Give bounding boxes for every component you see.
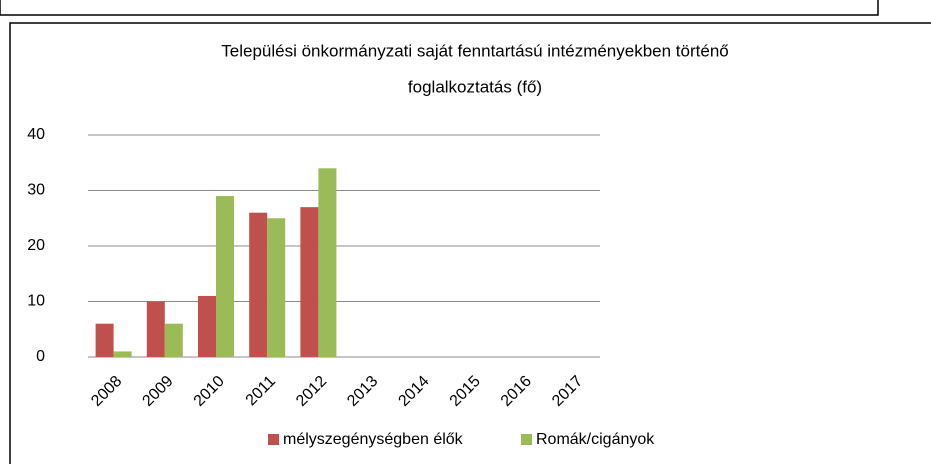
bar xyxy=(249,212,268,357)
bar xyxy=(113,351,132,357)
y-tick-label: 20 xyxy=(27,237,45,254)
chart-title: Települési önkormányzati saját fenntartá… xyxy=(221,41,728,60)
bar xyxy=(300,207,319,357)
legend-label: mélyszegénységben élők xyxy=(283,431,464,448)
chart-frame xyxy=(9,22,931,464)
legend-swatch xyxy=(268,434,279,445)
bar xyxy=(198,295,216,357)
y-tick-label: 40 xyxy=(27,126,45,143)
heading-box xyxy=(0,0,879,16)
legend-swatch xyxy=(521,434,532,445)
bar xyxy=(318,168,337,357)
bar xyxy=(216,196,234,357)
chart-title: foglalkoztatás (fő) xyxy=(408,77,542,96)
y-tick-label: 0 xyxy=(36,348,45,365)
bar xyxy=(146,301,165,357)
y-tick-label: 10 xyxy=(27,293,45,310)
y-tick-label: 30 xyxy=(27,182,45,199)
bar xyxy=(267,218,286,357)
bar xyxy=(164,323,183,357)
bar xyxy=(95,323,114,357)
legend-label: Romák/cigányok xyxy=(536,431,655,448)
